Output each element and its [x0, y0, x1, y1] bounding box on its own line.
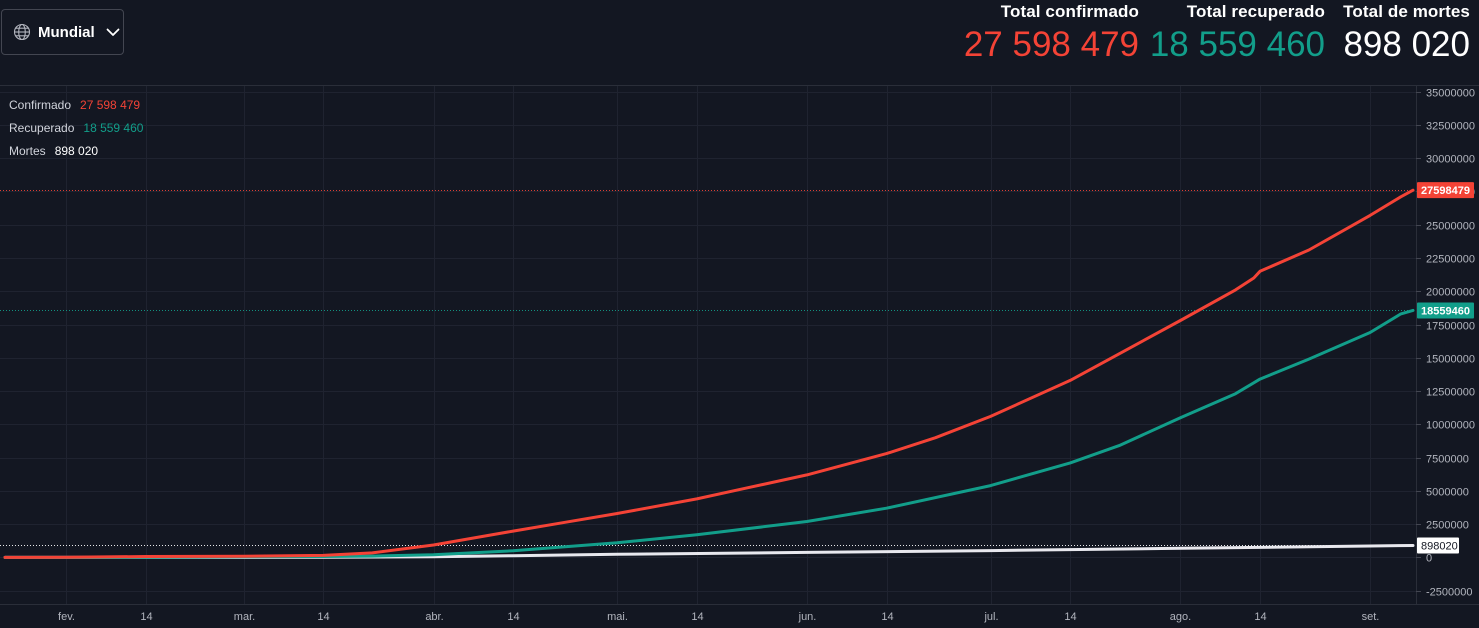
stat-label: Total confirmado	[1000, 2, 1139, 21]
region-label: Mundial	[38, 23, 95, 41]
y-tick-label: 20000000	[1426, 287, 1475, 299]
last-value-label-bg	[1417, 537, 1459, 554]
x-tick-label: 14	[881, 611, 893, 623]
stat-label: Total de mortes	[1343, 2, 1470, 21]
x-tick-label: 14	[140, 611, 152, 623]
legend-name: Mortes	[9, 144, 46, 158]
legend-name: Recuperado	[9, 121, 75, 135]
y-tick-label: -2500000	[1426, 587, 1473, 599]
stat-total-recovered: Total recuperado 18 559 460	[1150, 0, 1325, 65]
y-tick-label: 15000000	[1426, 354, 1475, 366]
last-value-label: 898020	[1421, 540, 1458, 552]
region-selector-button[interactable]: Mundial	[1, 9, 124, 55]
stat-value: 27 598 479	[963, 25, 1139, 64]
covid-cumulative-chart[interactable]: 3500000032500000300000002750000025000000…	[0, 84, 1479, 628]
stat-total-confirmed: Total confirmado 27 598 479	[964, 0, 1139, 65]
legend-value: 898 020	[54, 144, 99, 158]
stat-total-deaths: Total de mortes 898 020	[1343, 0, 1470, 65]
legend-value: 27 598 479	[80, 98, 141, 112]
x-tick-label: mar.	[234, 611, 255, 623]
last-value-label: 27598479	[1421, 185, 1470, 197]
x-tick-label: mai.	[607, 611, 628, 623]
legend-item-confirmed: Confirmado 27 598 479	[9, 94, 143, 117]
y-tick-label: 32500000	[1426, 121, 1475, 133]
x-tick-label: fev.	[58, 611, 75, 623]
y-tick-label: 0	[1426, 553, 1432, 565]
x-tick-label: abr.	[425, 611, 443, 623]
x-tick-label: 14	[1064, 611, 1076, 623]
y-tick-label: 2500000	[1426, 520, 1469, 532]
y-tick-label: 25000000	[1426, 221, 1475, 233]
x-tick-label: 14	[317, 611, 329, 623]
x-tick-label: ago.	[1170, 611, 1191, 623]
x-tick-label: 14	[507, 611, 519, 623]
legend-item-deaths: Mortes 898 020	[9, 140, 143, 163]
series-line-confirmado	[3, 188, 1415, 559]
last-value-label: 18559460	[1421, 305, 1470, 317]
stat-value: 18 559 460	[1149, 25, 1325, 64]
y-tick-label: 22500000	[1426, 254, 1475, 266]
chevron-down-icon	[106, 28, 120, 37]
y-tick-label: 5000000	[1426, 487, 1469, 499]
globe-icon	[13, 23, 31, 41]
stat-value: 898 020	[1343, 25, 1470, 64]
x-tick-label: jul.	[983, 611, 998, 623]
x-tick-label: jun.	[798, 611, 817, 623]
y-tick-label: 12500000	[1426, 387, 1475, 399]
last-value-label-bg	[1417, 182, 1474, 199]
y-tick-label: 7500000	[1426, 454, 1469, 466]
legend-name: Confirmado	[9, 98, 72, 112]
legend-item-recovered: Recuperado 18 559 460	[9, 117, 143, 140]
y-tick-label: 35000000	[1426, 88, 1475, 100]
y-tick-label: 30000000	[1426, 154, 1475, 166]
x-tick-label: 14	[1254, 611, 1266, 623]
x-tick-label: 14	[691, 611, 703, 623]
x-tick-label: set.	[1362, 611, 1380, 623]
y-tick-label: 10000000	[1426, 420, 1475, 432]
y-tick-label: 17500000	[1426, 321, 1475, 333]
legend-value: 18 559 460	[83, 121, 144, 135]
chart-legend: Confirmado 27 598 479 Recuperado 18 559 …	[9, 94, 143, 163]
last-value-label-bg	[1417, 302, 1474, 319]
stat-label: Total recuperado	[1186, 2, 1325, 21]
